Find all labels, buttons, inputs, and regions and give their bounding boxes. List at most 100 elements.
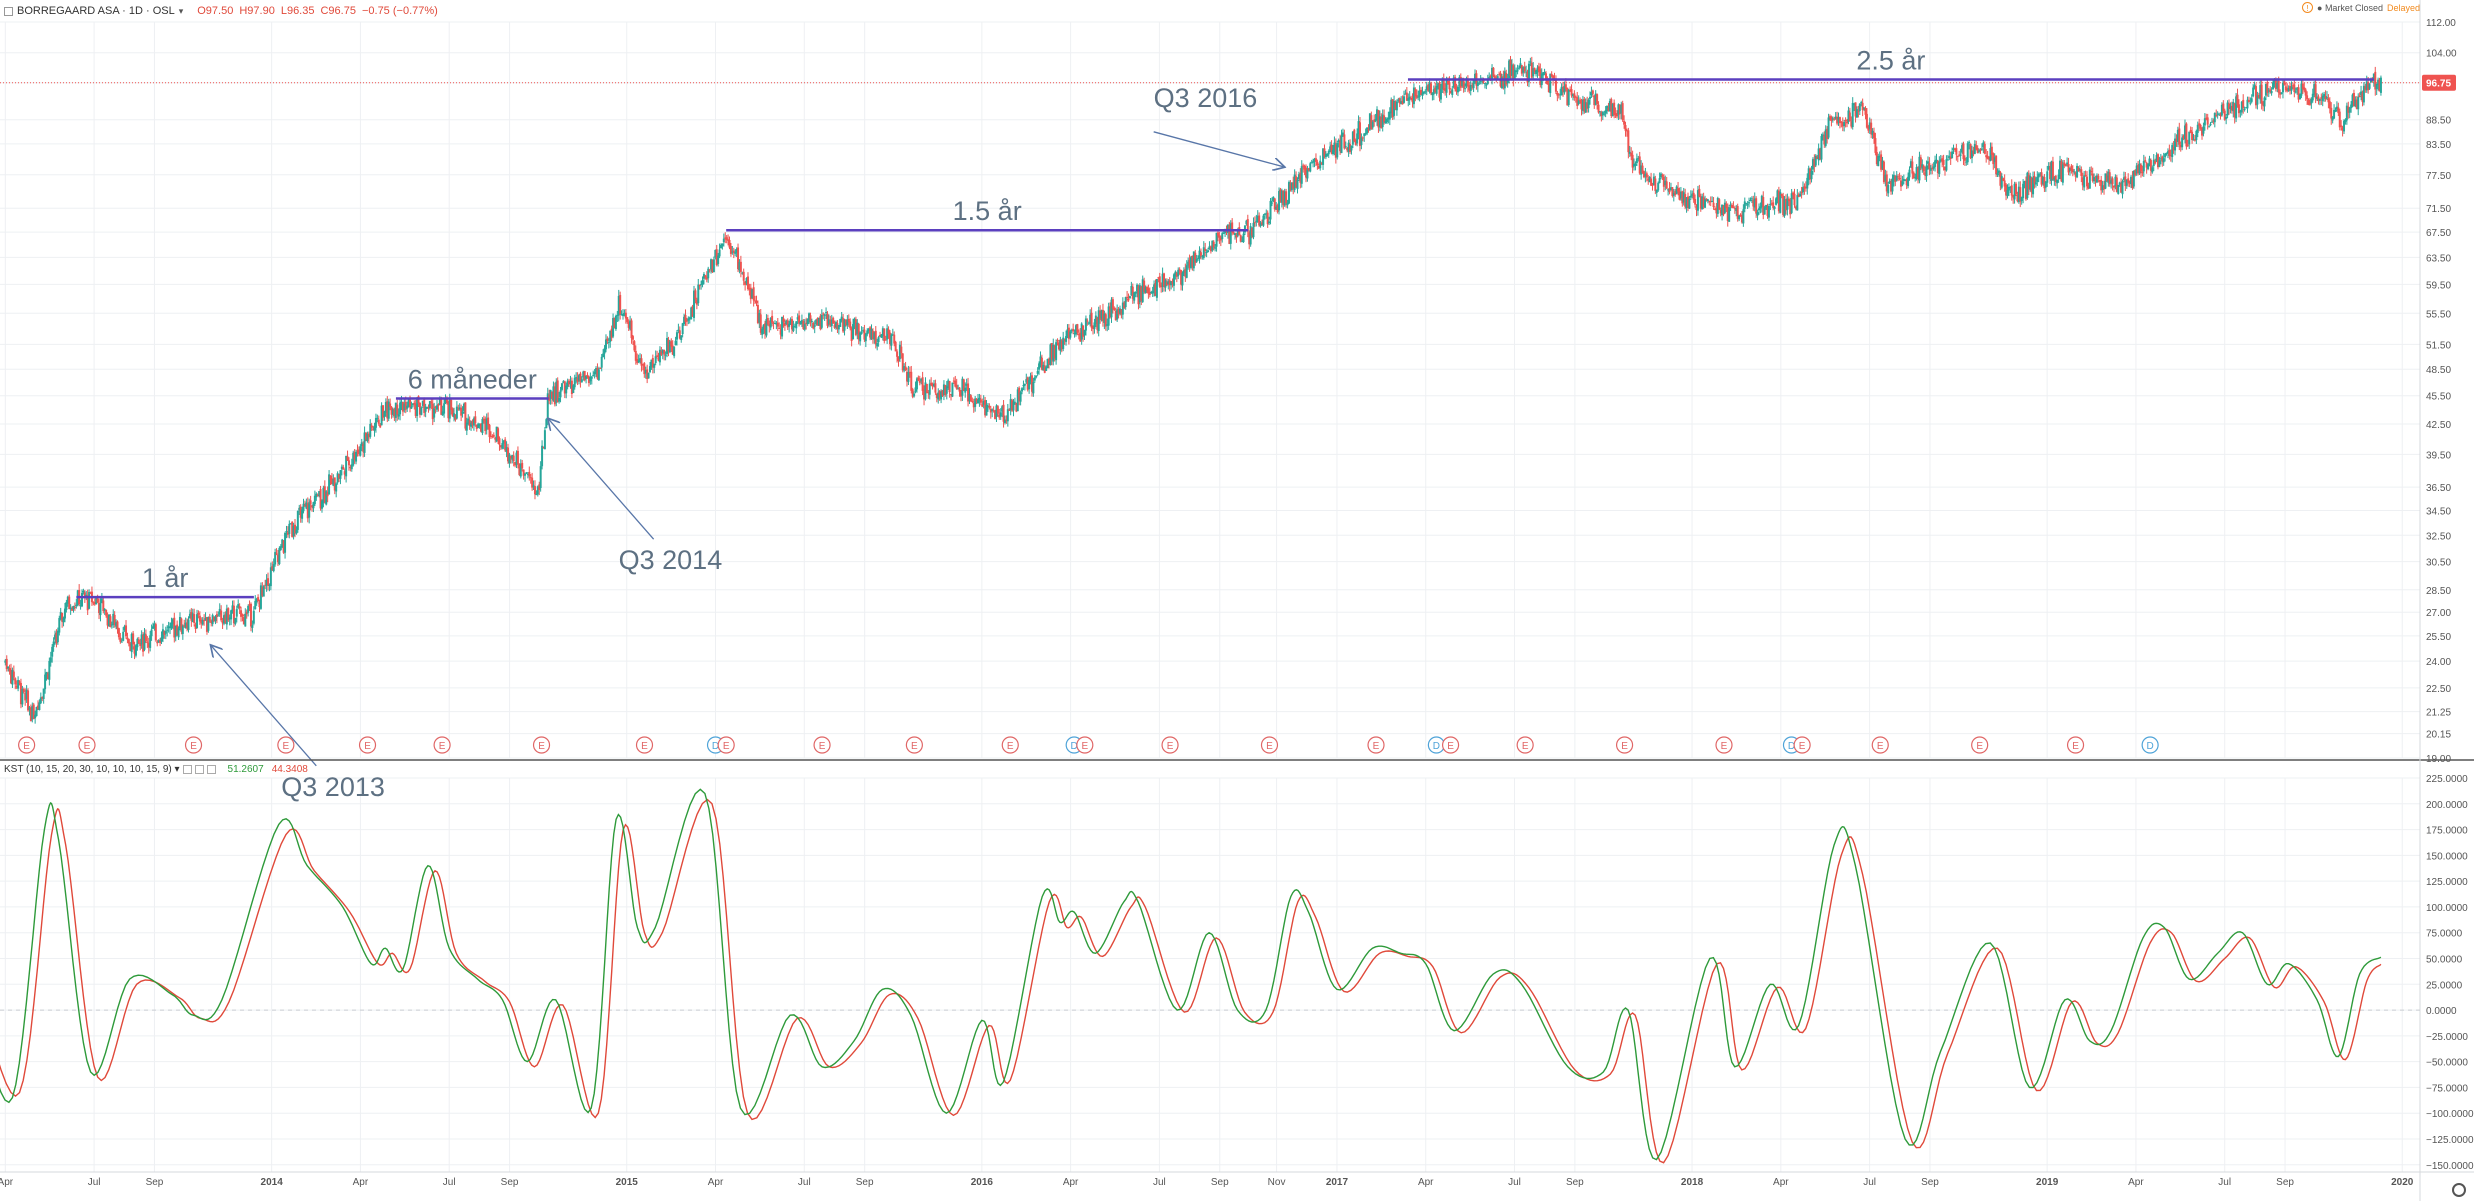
candle-body (2111, 178, 2114, 185)
candle-body (2340, 125, 2343, 127)
candle-body (1600, 112, 1603, 117)
candle-body (666, 338, 669, 354)
candle-body (783, 322, 786, 326)
candle-body (1401, 100, 1404, 105)
candle-body (299, 506, 302, 518)
candle-body (849, 321, 852, 329)
candle-body (1777, 190, 1780, 212)
candle-body (1821, 134, 1824, 136)
candle-body (1158, 276, 1161, 287)
candle-body (2289, 85, 2292, 90)
candle-body (890, 334, 893, 346)
candle-body (1405, 92, 1408, 101)
candle-body (1926, 161, 1929, 164)
candle-body (1314, 158, 1317, 162)
settings-icon[interactable] (194, 765, 204, 774)
candle-body (54, 634, 57, 640)
candle-body (931, 383, 934, 387)
collapse-icon[interactable] (4, 6, 13, 16)
candle-body (860, 332, 863, 335)
symbol-label[interactable]: BORREGAARD ASA · 1D · OSL (17, 5, 175, 17)
candle-body (533, 486, 536, 495)
candle-body (130, 633, 133, 653)
candle-body (136, 638, 139, 648)
candle-body (1349, 144, 1352, 152)
candle-body (1084, 318, 1087, 331)
kst-axis: 225.0000200.0000175.0000150.0000125.0000… (2426, 774, 2474, 1172)
candle-body (1202, 247, 1205, 258)
candle-body (1803, 186, 1806, 189)
candle-body (962, 379, 965, 391)
candle-body (1743, 201, 1746, 209)
earnings-marker-label: E (1721, 741, 1728, 752)
candle-body (2256, 95, 2259, 105)
candle-body (1706, 199, 1709, 202)
candle-body (279, 546, 282, 550)
candle-body (153, 623, 156, 628)
candle-body (464, 402, 467, 429)
candle-body (866, 330, 869, 335)
candle-body (289, 523, 292, 525)
candle-body (1133, 292, 1136, 301)
candle-body (228, 617, 231, 620)
candle-body (1946, 159, 1949, 161)
candle-body (2005, 184, 2008, 196)
candle-body (1046, 358, 1049, 369)
candle-body (1178, 269, 1181, 271)
candle-body (217, 615, 220, 617)
candle-body (1488, 76, 1491, 80)
candle-body (2141, 171, 2144, 174)
candle-body (1222, 232, 1225, 234)
candle-body (1410, 97, 1413, 99)
candle-body (1993, 157, 1996, 163)
candle-body (123, 626, 126, 631)
candle-body (2301, 83, 2304, 89)
time-tick-label: Jul (1153, 1177, 1166, 1188)
time-tick-label: Sep (1921, 1177, 1939, 1188)
candle-body (325, 491, 328, 505)
price-tick-label: 21.25 (2426, 708, 2451, 719)
close-icon[interactable] (206, 765, 216, 774)
gear-icon[interactable] (2452, 1183, 2466, 1197)
candle-body (820, 315, 823, 328)
candle-body (1702, 197, 1705, 207)
candle-body (1268, 221, 1271, 224)
candle-body (883, 328, 886, 342)
candle-body (1400, 101, 1403, 105)
candle-body (2195, 130, 2198, 141)
candle-body (1465, 78, 1468, 87)
candle-body (1686, 196, 1689, 208)
candle-body (2033, 175, 2036, 184)
candle-body (1094, 315, 1097, 325)
warning-icon[interactable]: ! (2302, 2, 2313, 13)
candle-body (1523, 66, 1526, 72)
candle-body (2090, 171, 2093, 173)
candle-body (1040, 357, 1043, 370)
candle-body (583, 371, 586, 381)
candle-body (2323, 94, 2326, 98)
candle-body (306, 503, 309, 519)
candle-body (2191, 131, 2194, 141)
indicator-label[interactable]: KST (10, 15, 20, 30, 10, 10, 10, 15, 9) (4, 764, 172, 775)
candle-body (789, 319, 792, 325)
candle-body (708, 269, 711, 271)
candle-body (1219, 237, 1222, 241)
candle-body (1784, 199, 1787, 211)
candle-body (877, 337, 880, 343)
candle-body (1809, 168, 1812, 180)
chevron-down-icon[interactable]: ▾ (178, 5, 184, 16)
candle-body (1911, 161, 1914, 174)
chevron-down-icon[interactable]: ▾ (171, 764, 180, 775)
candle-body (2266, 81, 2269, 93)
candle-body (2270, 91, 2273, 94)
candle-body (906, 371, 909, 382)
delayed-label[interactable]: Delayed (2386, 2, 2420, 13)
candle-body (597, 369, 600, 381)
candle-body (684, 314, 687, 322)
candle-body (1378, 116, 1381, 128)
candle-body (854, 319, 857, 335)
candle-body (759, 314, 762, 333)
eye-icon[interactable] (182, 765, 192, 774)
candle-body (782, 318, 785, 322)
